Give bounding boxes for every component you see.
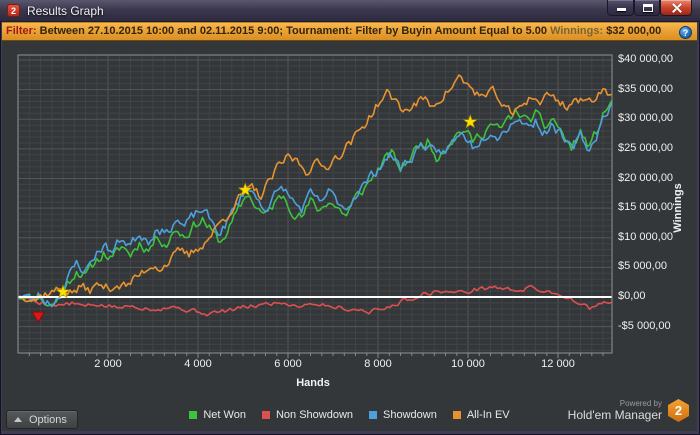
legend-swatch-icon bbox=[261, 411, 270, 419]
close-button[interactable] bbox=[660, 0, 692, 16]
y-axis-tick-label: $30 000,00 bbox=[618, 112, 674, 124]
legend-swatch-icon bbox=[452, 411, 461, 419]
x-axis-tick-label: 10 000 bbox=[451, 358, 485, 370]
minimize-button[interactable] bbox=[607, 0, 634, 16]
x-axis-title: Hands bbox=[296, 377, 330, 389]
maximize-icon bbox=[643, 4, 653, 12]
legend-swatch-icon bbox=[369, 411, 378, 419]
y-axis-title: Winnings bbox=[672, 183, 684, 233]
y-axis-tick-label: $20 000,00 bbox=[618, 172, 674, 184]
y-axis-tick-label: $0,00 bbox=[618, 290, 646, 302]
y-axis-tick-label: $15 000,00 bbox=[618, 201, 674, 213]
app-icon: 2 bbox=[7, 4, 20, 17]
options-button[interactable]: Options bbox=[6, 410, 78, 429]
maximize-button[interactable] bbox=[634, 0, 660, 16]
help-icon[interactable]: ? bbox=[679, 26, 692, 39]
powered-by-branding: Powered by Hold'em Manager 2 bbox=[568, 399, 689, 422]
legend-label: All-In EV bbox=[466, 409, 510, 421]
close-icon bbox=[672, 3, 682, 13]
legend-item[interactable]: Showdown bbox=[369, 409, 437, 421]
legend-label: Net Won bbox=[203, 409, 246, 421]
filter-segment: Winnings: bbox=[550, 25, 607, 37]
y-axis-tick-label: $40 000,00 bbox=[618, 53, 674, 65]
y-axis-tick-label: $35 000,00 bbox=[618, 83, 674, 95]
results-chart bbox=[17, 54, 613, 358]
filter-segment: $32 000,00 bbox=[606, 25, 662, 37]
chevron-up-icon bbox=[14, 417, 22, 422]
legend-item[interactable]: All-In EV bbox=[452, 409, 510, 421]
x-axis-tick-label: 12 000 bbox=[541, 358, 575, 370]
y-axis-tick-label: $10 000,00 bbox=[618, 231, 674, 243]
title-bar[interactable]: 2 Results Graph bbox=[0, 0, 700, 22]
y-axis-tick-label: $25 000,00 bbox=[618, 142, 674, 154]
filter-segment: Between 27.10.2015 10:00 and 02.11.2015 … bbox=[39, 25, 551, 37]
x-axis-tick-label: 6 000 bbox=[274, 358, 302, 370]
x-axis-tick-label: 2 000 bbox=[94, 358, 122, 370]
options-button-label: Options bbox=[29, 413, 67, 426]
chart-area: $40 000,00 $35 000,00 $30 000,00 $25 000,00… bbox=[2, 41, 697, 431]
legend-swatch-icon bbox=[189, 411, 198, 419]
filter-segment: Filter: bbox=[6, 25, 40, 37]
x-axis-tick-label: 4 000 bbox=[184, 358, 212, 370]
window-title: Results Graph bbox=[27, 4, 104, 18]
legend-item[interactable]: Net Won bbox=[189, 409, 246, 421]
x-axis-tick-label: 8 000 bbox=[364, 358, 392, 370]
legend-label: Non Showdown bbox=[275, 409, 354, 421]
minimize-icon bbox=[617, 8, 626, 11]
powered-by-text: Powered by bbox=[619, 399, 662, 408]
chart-legend: Net Won Non Showdown Showdown All-In EV bbox=[2, 407, 697, 423]
holdem-manager-logo-icon: 2 bbox=[668, 399, 689, 422]
y-axis-tick-label: $5 000,00 bbox=[618, 260, 667, 272]
filter-summary-text: Filter: Between 27.10.2015 10:00 and 02.… bbox=[6, 25, 661, 37]
legend-label: Showdown bbox=[383, 409, 437, 421]
window-controls bbox=[607, 0, 692, 16]
legend-item[interactable]: Non Showdown bbox=[261, 409, 354, 421]
filter-bar: Filter: Between 27.10.2015 10:00 and 02.… bbox=[2, 22, 697, 41]
y-axis-tick-label: -$5 000,00 bbox=[618, 320, 671, 332]
holdem-manager-text: Hold'em Manager bbox=[567, 408, 662, 422]
